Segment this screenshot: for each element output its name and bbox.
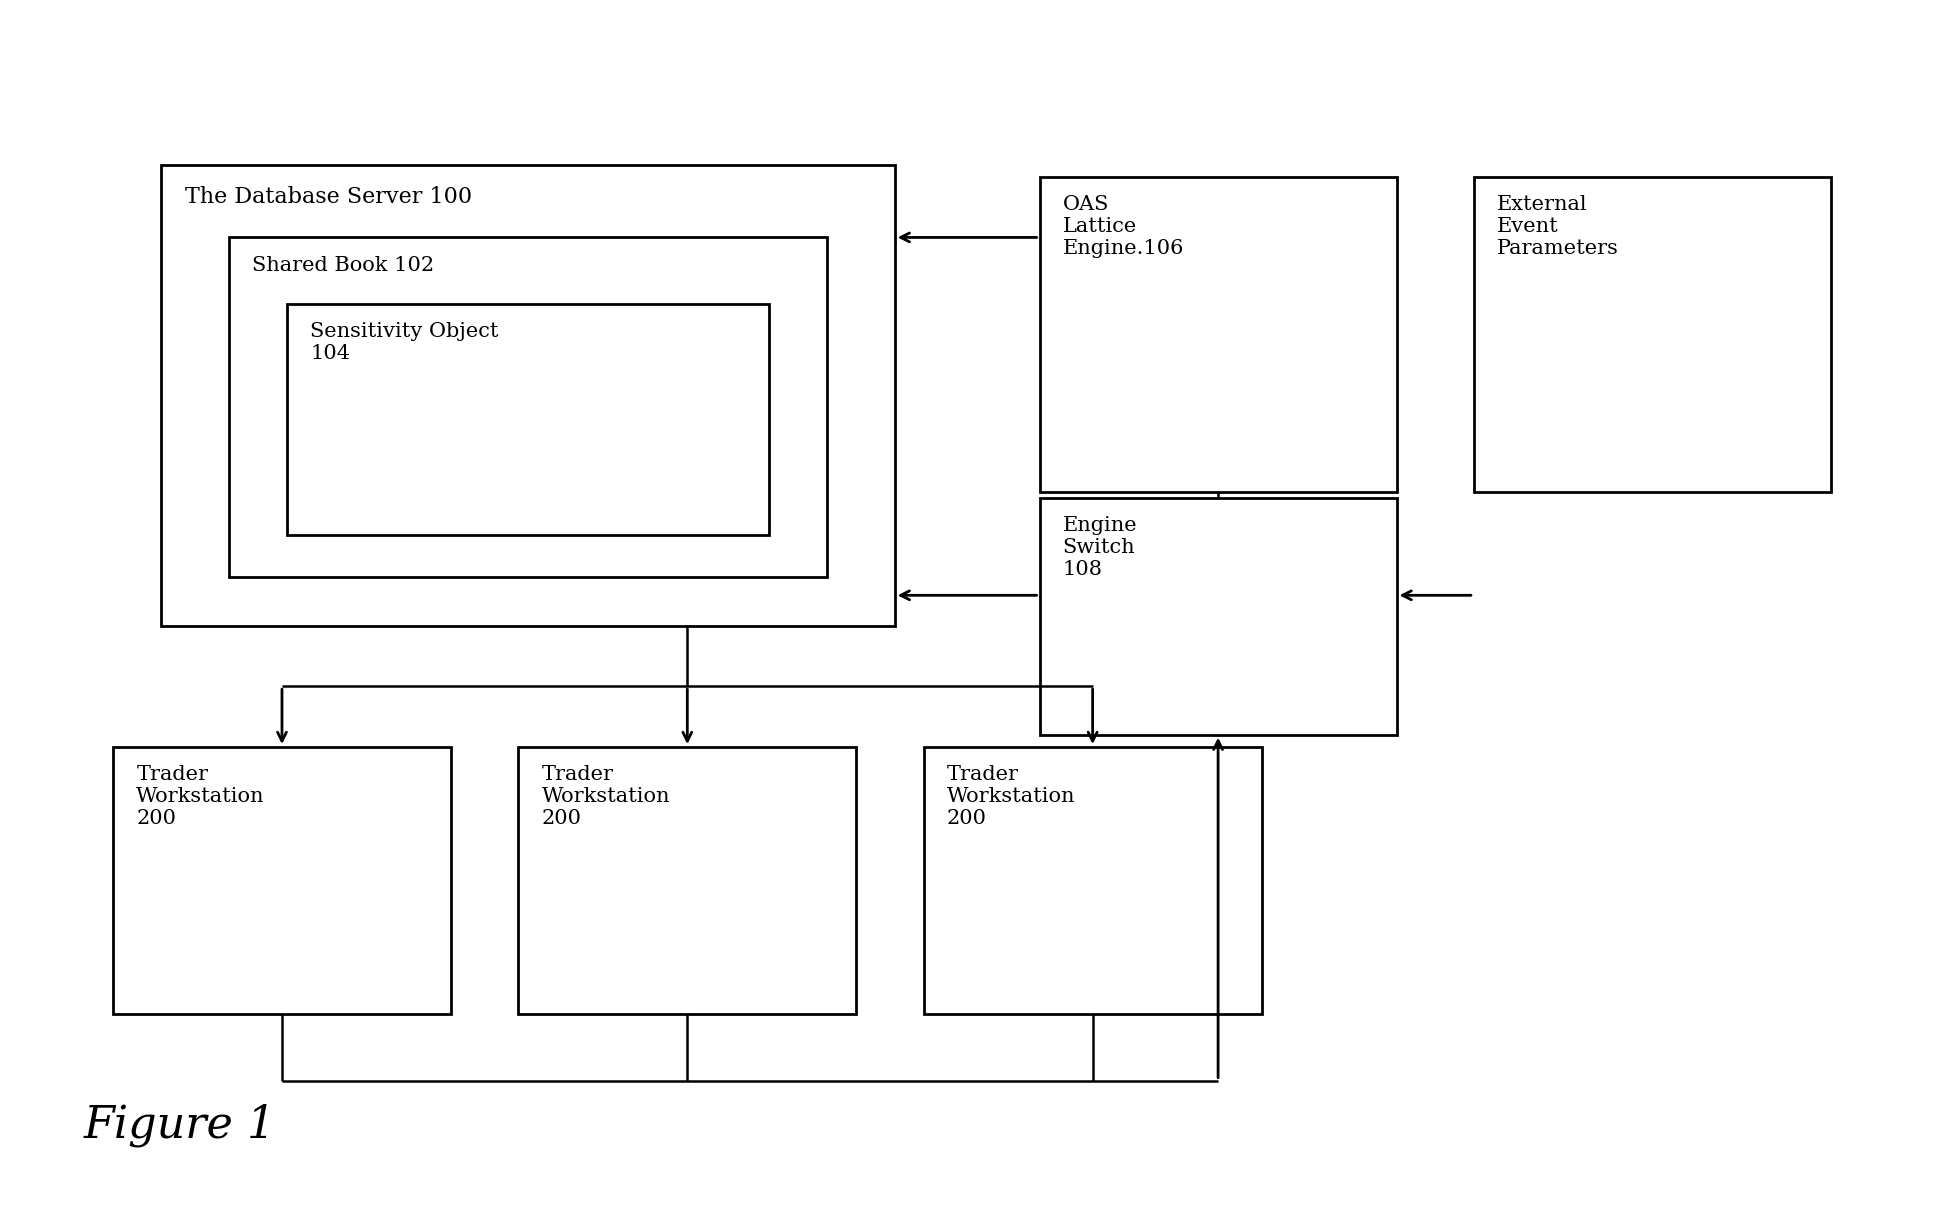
Text: Shared Book 102: Shared Book 102 bbox=[253, 255, 434, 275]
Bar bbox=[288, 304, 770, 535]
Text: Trader
Workstation
200: Trader Workstation 200 bbox=[947, 766, 1075, 828]
Bar bbox=[1040, 498, 1396, 735]
Bar bbox=[519, 747, 855, 1014]
Text: Trader
Workstation
200: Trader Workstation 200 bbox=[136, 766, 264, 828]
Text: The Database Server 100: The Database Server 100 bbox=[185, 187, 472, 209]
Bar bbox=[161, 164, 894, 626]
Text: Engine
Switch
108: Engine Switch 108 bbox=[1063, 517, 1137, 579]
Text: OAS
Lattice
Engine.106: OAS Lattice Engine.106 bbox=[1063, 195, 1184, 258]
Text: Trader
Workstation
200: Trader Workstation 200 bbox=[542, 766, 671, 828]
Bar bbox=[1040, 177, 1396, 492]
Bar bbox=[229, 238, 828, 577]
Bar bbox=[113, 747, 451, 1014]
Bar bbox=[1474, 177, 1831, 492]
Text: External
Event
Parameters: External Event Parameters bbox=[1497, 195, 1619, 258]
Text: Figure 1: Figure 1 bbox=[84, 1104, 276, 1147]
Text: Sensitivity Object
104: Sensitivity Object 104 bbox=[309, 323, 498, 363]
Bar bbox=[923, 747, 1262, 1014]
